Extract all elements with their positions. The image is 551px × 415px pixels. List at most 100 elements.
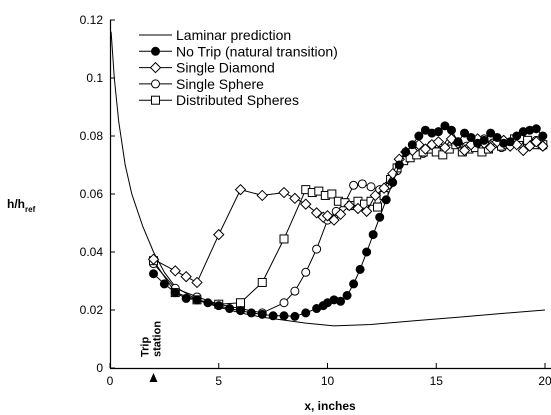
x-tick-label: 15: [430, 374, 444, 388]
data-point: [203, 298, 213, 308]
data-point: [362, 247, 372, 257]
trip-station-arrow-icon: [149, 373, 158, 382]
data-point: [492, 132, 502, 142]
data-point: [301, 308, 311, 318]
annotation-line-2: station: [152, 321, 164, 357]
data-point: [357, 179, 367, 189]
data-point: [366, 182, 376, 192]
x-tick-label: 0: [107, 374, 114, 388]
series-4: [149, 132, 548, 309]
y-tick-label: 0.08: [80, 129, 104, 143]
data-point: [192, 295, 202, 305]
series-1: [149, 121, 548, 321]
legend-marker-icon: [151, 46, 160, 56]
data-point: [279, 311, 289, 321]
data-point: [257, 277, 267, 287]
legend-label: Single Diamond: [176, 60, 275, 76]
data-point: [147, 253, 160, 265]
data-point: [327, 189, 337, 199]
data-point: [381, 195, 391, 205]
data-point: [531, 124, 541, 134]
legend-label: Single Sphere: [176, 76, 264, 92]
series-2: [147, 133, 549, 289]
data-point: [301, 267, 311, 277]
data-point: [394, 160, 404, 170]
data-point: [279, 298, 289, 308]
y-tick-label: 0: [96, 361, 103, 375]
data-point: [169, 265, 181, 277]
legend-marker-icon: [149, 61, 162, 74]
data-point: [181, 293, 191, 303]
data-point: [213, 228, 225, 241]
data-point: [530, 136, 543, 148]
y-tick-label: 0.04: [80, 245, 104, 259]
data-point: [368, 230, 378, 240]
data-point: [460, 128, 470, 138]
y-axis-label-sub: ref: [25, 205, 36, 214]
data-point: [257, 309, 267, 319]
data-point: [407, 140, 417, 150]
legend-item: Single Diamond: [139, 60, 275, 76]
x-axis-label: x, inches: [304, 399, 356, 413]
data-point: [225, 304, 235, 314]
data-point: [289, 192, 301, 205]
series-line: [153, 138, 544, 314]
data-point: [236, 298, 245, 308]
data-point: [378, 182, 390, 194]
data-point: [517, 144, 529, 157]
data-point: [349, 180, 359, 190]
data-point: [355, 264, 365, 274]
data-point: [419, 143, 432, 155]
data-point: [236, 306, 245, 316]
legend-marker-icon: [151, 95, 160, 105]
data-point: [246, 308, 256, 318]
data-point: [170, 288, 180, 298]
data-point: [369, 189, 382, 202]
series-line: [153, 138, 544, 284]
data-point: [458, 144, 471, 157]
data-point: [214, 301, 224, 311]
y-tick-label: 0.12: [80, 13, 104, 27]
series-line: [153, 136, 543, 305]
data-point: [180, 270, 192, 283]
data-point: [328, 214, 340, 226]
y-tick-label: 0.06: [80, 187, 104, 201]
data-point: [538, 131, 548, 141]
data-point: [466, 132, 476, 142]
legend-item: Distributed Spheres: [139, 92, 299, 108]
data-point: [512, 131, 522, 141]
data-point: [446, 125, 456, 135]
y-tick-label: 0.02: [80, 303, 104, 317]
legend-label: Laminar prediction: [176, 27, 291, 43]
ticks: 0 5 10 15 20 0 0.02 0.04 0.06 0.08 0.1 0.12: [80, 13, 551, 388]
data-point: [334, 208, 347, 221]
data-point: [234, 183, 247, 196]
annotation-line-1: Trip: [140, 337, 152, 357]
legend-item: No Trip (natural transition): [139, 43, 338, 59]
data-point: [486, 128, 496, 138]
data-point: [149, 269, 158, 279]
data-point: [310, 207, 323, 219]
data-point: [366, 196, 376, 206]
data-point: [505, 137, 515, 147]
series-layer: [110, 31, 549, 327]
data-point: [432, 136, 445, 148]
data-point: [524, 140, 536, 152]
data-point: [537, 140, 549, 152]
x-tick-label: 10: [321, 374, 335, 388]
series-3: [149, 134, 548, 318]
data-point: [312, 244, 322, 254]
x-tick-label: 5: [215, 374, 222, 388]
legend-label: No Trip (natural transition): [176, 43, 338, 59]
data-point: [278, 186, 290, 199]
data-point: [279, 234, 289, 244]
data-point: [373, 202, 383, 212]
data-point: [479, 135, 489, 145]
legend-item: Single Sphere: [139, 76, 264, 92]
legend-item: Laminar prediction: [139, 27, 291, 43]
data-point: [349, 279, 359, 289]
y-tick-label: 0.1: [86, 71, 103, 85]
data-point: [268, 311, 278, 321]
data-point: [343, 199, 355, 212]
